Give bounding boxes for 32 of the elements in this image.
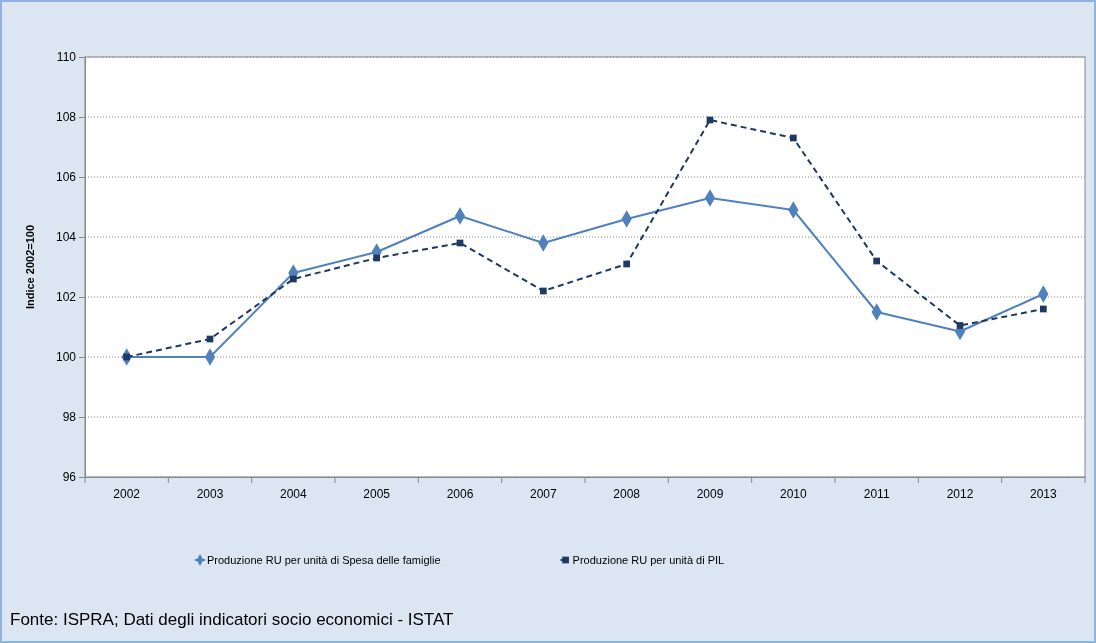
y-axis-title: Indice 2002=100 [24, 224, 36, 310]
x-tick-label: 2010 [779, 486, 807, 501]
point [373, 254, 381, 262]
legend-label: Produzione RU per unità di PIL [572, 554, 725, 566]
x-tick-label: 2012 [946, 486, 974, 501]
point [789, 134, 797, 142]
x-tick-label: 2004 [279, 486, 307, 501]
point [539, 287, 547, 295]
x-tick-label: 2006 [446, 486, 474, 501]
y-tick-label: 96 [62, 470, 77, 485]
y-tick-label: 100 [55, 350, 77, 365]
x-tick-label: 2011 [863, 486, 890, 501]
x-tick-label: 2007 [529, 486, 557, 501]
y-tick-label: 108 [55, 110, 77, 125]
y-tick-label: 104 [55, 230, 77, 245]
x-tick-label: 2005 [363, 486, 391, 501]
point [873, 257, 881, 265]
y-tick-label: 110 [56, 50, 77, 65]
x-tick-label: 2003 [196, 486, 224, 501]
y-tick-label: 102 [55, 290, 77, 305]
point [623, 260, 631, 268]
point [1039, 305, 1047, 313]
y-tick-label: 98 [62, 410, 77, 425]
legend-label: Produzione RU per unità di Spesa delle famiglie [207, 554, 441, 566]
point [289, 275, 297, 283]
x-tick-label: 2008 [613, 486, 641, 501]
x-tick-label: 2002 [113, 486, 141, 501]
y-tick-label: 106 [55, 170, 77, 185]
point [956, 322, 964, 329]
x-tick-label: 2009 [696, 486, 724, 501]
x-tick-label: 2013 [1029, 486, 1057, 501]
source-note: Fonte: ISPRA; Dati degli indicatori socio economici - ISTAT [10, 610, 454, 629]
